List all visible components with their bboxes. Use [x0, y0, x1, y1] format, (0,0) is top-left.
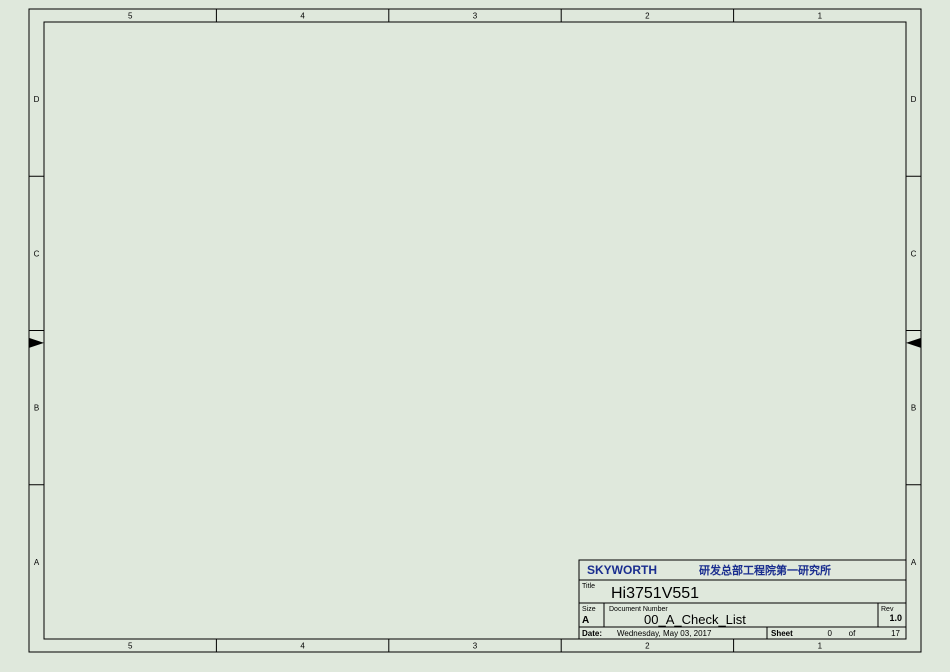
- bottom-zone-label: 3: [473, 642, 478, 651]
- top-zone-label: 1: [818, 12, 823, 21]
- size-label: Size: [582, 606, 596, 613]
- rev-value: 1.0: [889, 613, 902, 623]
- sheet-num: 0: [828, 629, 833, 638]
- top-zone-label: 4: [300, 12, 305, 21]
- left-zone-label: B: [34, 404, 39, 413]
- top-zone-label: 3: [473, 12, 478, 21]
- sheet-of-label: of: [849, 629, 856, 638]
- company-name: SKYWORTH: [587, 563, 657, 577]
- left-zone-label: A: [34, 558, 40, 567]
- sheet-label: Sheet: [771, 629, 793, 638]
- right-zone-label: D: [911, 95, 917, 104]
- title-label: Title: [582, 583, 595, 590]
- date-label: Date:: [582, 629, 602, 638]
- right-zone-label: A: [911, 558, 917, 567]
- top-zone-label: 2: [645, 12, 650, 21]
- date-value: Wednesday, May 03, 2017: [617, 629, 712, 638]
- bottom-zone-label: 2: [645, 642, 650, 651]
- bottom-zone-label: 5: [128, 642, 133, 651]
- left-zone-label: D: [34, 95, 40, 104]
- left-zone-label: C: [34, 249, 40, 258]
- title-value: Hi3751V551: [611, 585, 699, 602]
- rev-label: Rev: [881, 606, 894, 613]
- bottom-zone-label: 4: [300, 642, 305, 651]
- top-zone-label: 5: [128, 12, 133, 21]
- drawing-svg: 5 5 4 4 3 3 2 2 1 1 D D C C B B A A SKYWORTH 研发总部工程院第一研究所 Ti…: [0, 0, 950, 672]
- docnum-value: 00_A_Check_List: [644, 612, 746, 627]
- drawing-sheet: 5 5 4 4 3 3 2 2 1 1 D D C C B B A A SKYWORTH 研发总部工程院第一研究所 Ti…: [0, 0, 950, 672]
- organization-name: 研发总部工程院第一研究所: [699, 563, 831, 577]
- right-zone-label: C: [911, 249, 917, 258]
- right-zone-label: B: [911, 404, 916, 413]
- bottom-zone-label: 1: [818, 642, 823, 651]
- sheet-total: 17: [891, 629, 900, 638]
- size-value: A: [582, 615, 589, 626]
